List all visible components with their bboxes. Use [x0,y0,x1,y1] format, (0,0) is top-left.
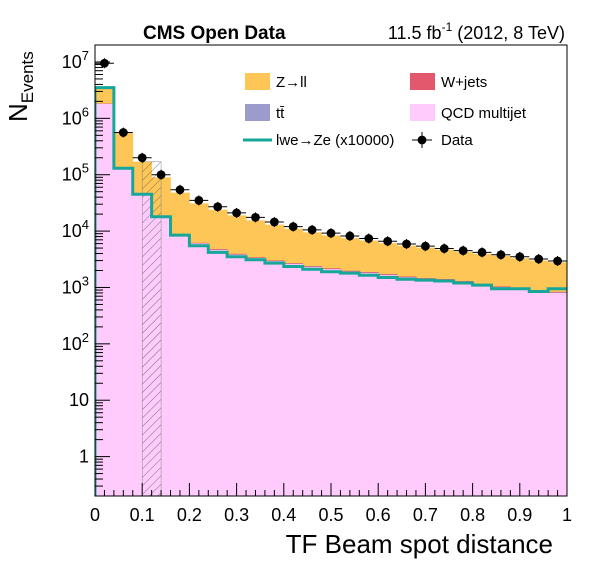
legend-entry-zll: Z→ll [245,73,307,91]
qcd-bar [548,292,567,496]
qcd-bar [264,261,285,496]
data-point [340,230,360,241]
qcd-bar [359,273,379,496]
legend-swatch [245,104,270,121]
qcd-bar [529,291,549,496]
qcd-bar [189,243,209,496]
legend-entry-wjets: W+jets [410,73,487,91]
x-tick-label: 0.9 [507,505,532,525]
y-axis: 1 10 102 103 104 105 106 107 [62,48,110,497]
qcd-bar [510,288,530,496]
y-tick-label: 104 [62,217,89,241]
y-tick-label: 107 [62,48,89,72]
data-points [95,58,567,266]
data-point [227,207,247,218]
data-point [378,236,398,247]
x-tick-label: 0.2 [177,505,202,525]
qcd-bar [415,279,436,496]
qcd-bar [95,103,115,496]
legend-label: lwe→Ze (x10000) [276,132,394,149]
chart-title: CMS Open Data [143,23,286,44]
legend-swatch [245,73,270,90]
legend-label: Z→ll [276,74,307,91]
data-point [472,247,492,258]
uncertainty-band [141,161,162,496]
data-point [491,249,511,260]
data-point [302,224,322,235]
stacked-histograms [95,87,567,496]
y-tick-label: 102 [62,330,89,354]
x-tick-label: 0.3 [224,505,249,525]
x-axis: 0 0.1 0.2 0.3 0.4 0.5 0.6 0.7 0.8 0.9 1 [90,483,572,525]
data-point [434,243,454,254]
data-point [359,233,379,244]
data-point [548,255,567,266]
legend: Z→ll W+jets tt̄ QCD multijet lwe→Ze (x10000)… [243,73,527,149]
data-point [246,212,265,223]
x-tick-label: 0.4 [271,505,296,525]
x-tick-label: 0.5 [318,505,343,525]
data-point [321,228,341,239]
legend-label: W+jets [441,74,487,91]
luminosity-label: 11.5 fb-1 (2012, 8 TeV) [388,20,565,43]
plot-area [95,58,567,496]
legend-label: QCD multijet [441,105,527,122]
qcd-bar [453,282,473,496]
data-point [397,239,416,250]
data-point [151,169,171,180]
y-tick-label: 10 [69,390,89,410]
qcd-bar [491,287,511,496]
legend-entry-data: Data [412,132,473,149]
qcd-bar [434,280,455,496]
qcd-bar [340,271,360,496]
x-axis-label: TF Beam spot distance [286,529,553,559]
data-point [415,241,435,252]
data-point [264,216,284,227]
qcd-bar [321,269,341,496]
y-axis-label: NEvents [3,51,37,122]
legend-entry-signal: lwe→Ze (x10000) [243,132,394,149]
x-tick-label: 0.6 [366,505,391,525]
x-tick-label: 0.1 [130,505,155,525]
data-point [510,251,530,262]
qcd-bar [472,285,492,496]
y-tick-label: 105 [62,161,89,185]
legend-label: tt̄ [276,105,285,122]
legend-label: Data [441,132,473,149]
data-point [283,221,303,232]
legend-swatch [410,73,435,90]
qcd-bar [227,254,247,496]
data-point [453,245,473,256]
y-tick-label: 1 [79,447,89,467]
qcd-bar [397,277,417,496]
legend-entry-qcd: QCD multijet [410,104,527,122]
y-tick-label: 106 [62,104,89,128]
y-tick-label: 103 [62,273,89,297]
qcd-bar [113,168,134,496]
data-point [113,127,133,138]
qcd-bar [378,275,398,496]
legend-entry-ttbar: tt̄ [245,104,285,122]
qcd-bar [283,264,304,496]
qcd-bar [302,267,322,496]
x-tick-label: 1 [562,505,572,525]
data-point [189,195,209,206]
data-point [208,201,228,212]
x-tick-label: 0.7 [413,505,438,525]
signal-line [95,86,567,496]
qcd-bar [246,258,266,496]
x-tick-label: 0.8 [460,505,485,525]
data-point [132,152,152,163]
data-point [95,58,114,69]
qcd-bar [208,250,228,496]
data-point [529,253,549,264]
qcd-bar [170,235,190,496]
data-point [170,184,190,195]
legend-swatch [410,104,435,121]
legend-marker [417,135,427,145]
x-tick-label: 0 [90,505,100,525]
